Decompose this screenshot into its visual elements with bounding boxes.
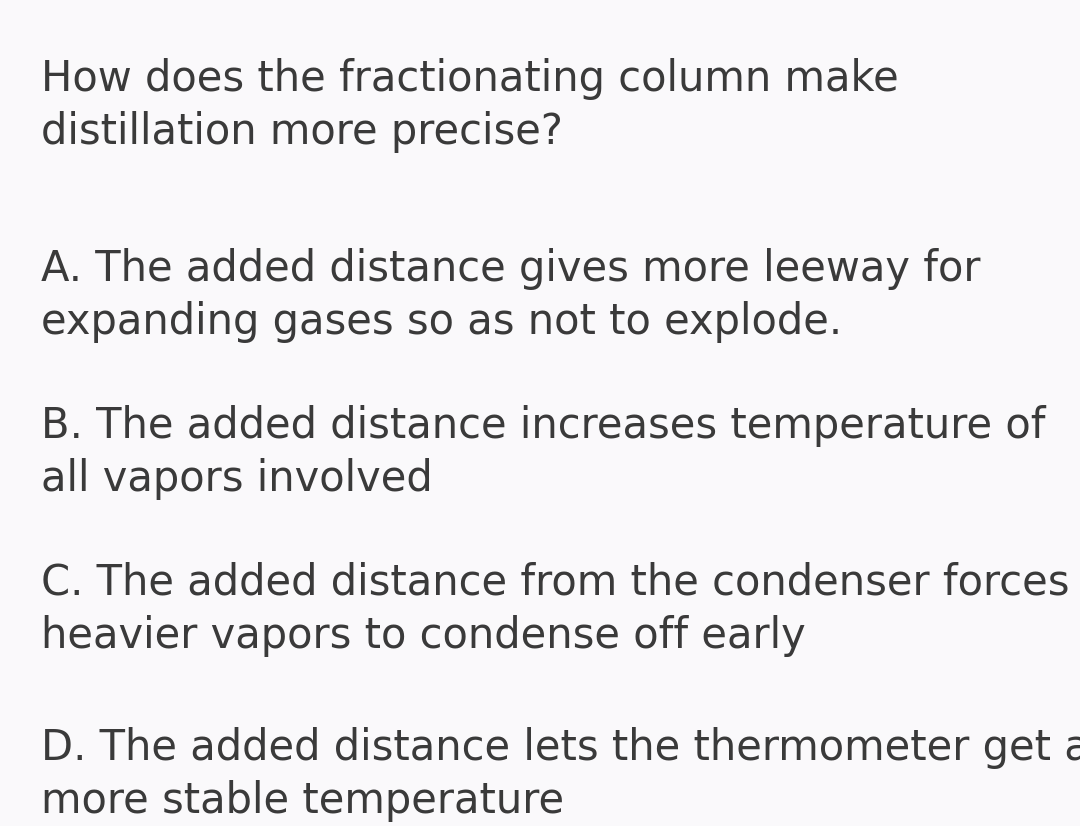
Text: D. The added distance lets the thermometer get a
more stable temperature: D. The added distance lets the thermomet… <box>41 727 1080 823</box>
Text: A. The added distance gives more leeway for
expanding gases so as not to explode: A. The added distance gives more leeway … <box>41 248 981 344</box>
Text: C. The added distance from the condenser forces
heavier vapors to condense off e: C. The added distance from the condenser… <box>41 562 1069 657</box>
Text: How does the fractionating column make
distillation more precise?: How does the fractionating column make d… <box>41 58 899 154</box>
Text: B. The added distance increases temperature of
all vapors involved: B. The added distance increases temperat… <box>41 405 1045 501</box>
